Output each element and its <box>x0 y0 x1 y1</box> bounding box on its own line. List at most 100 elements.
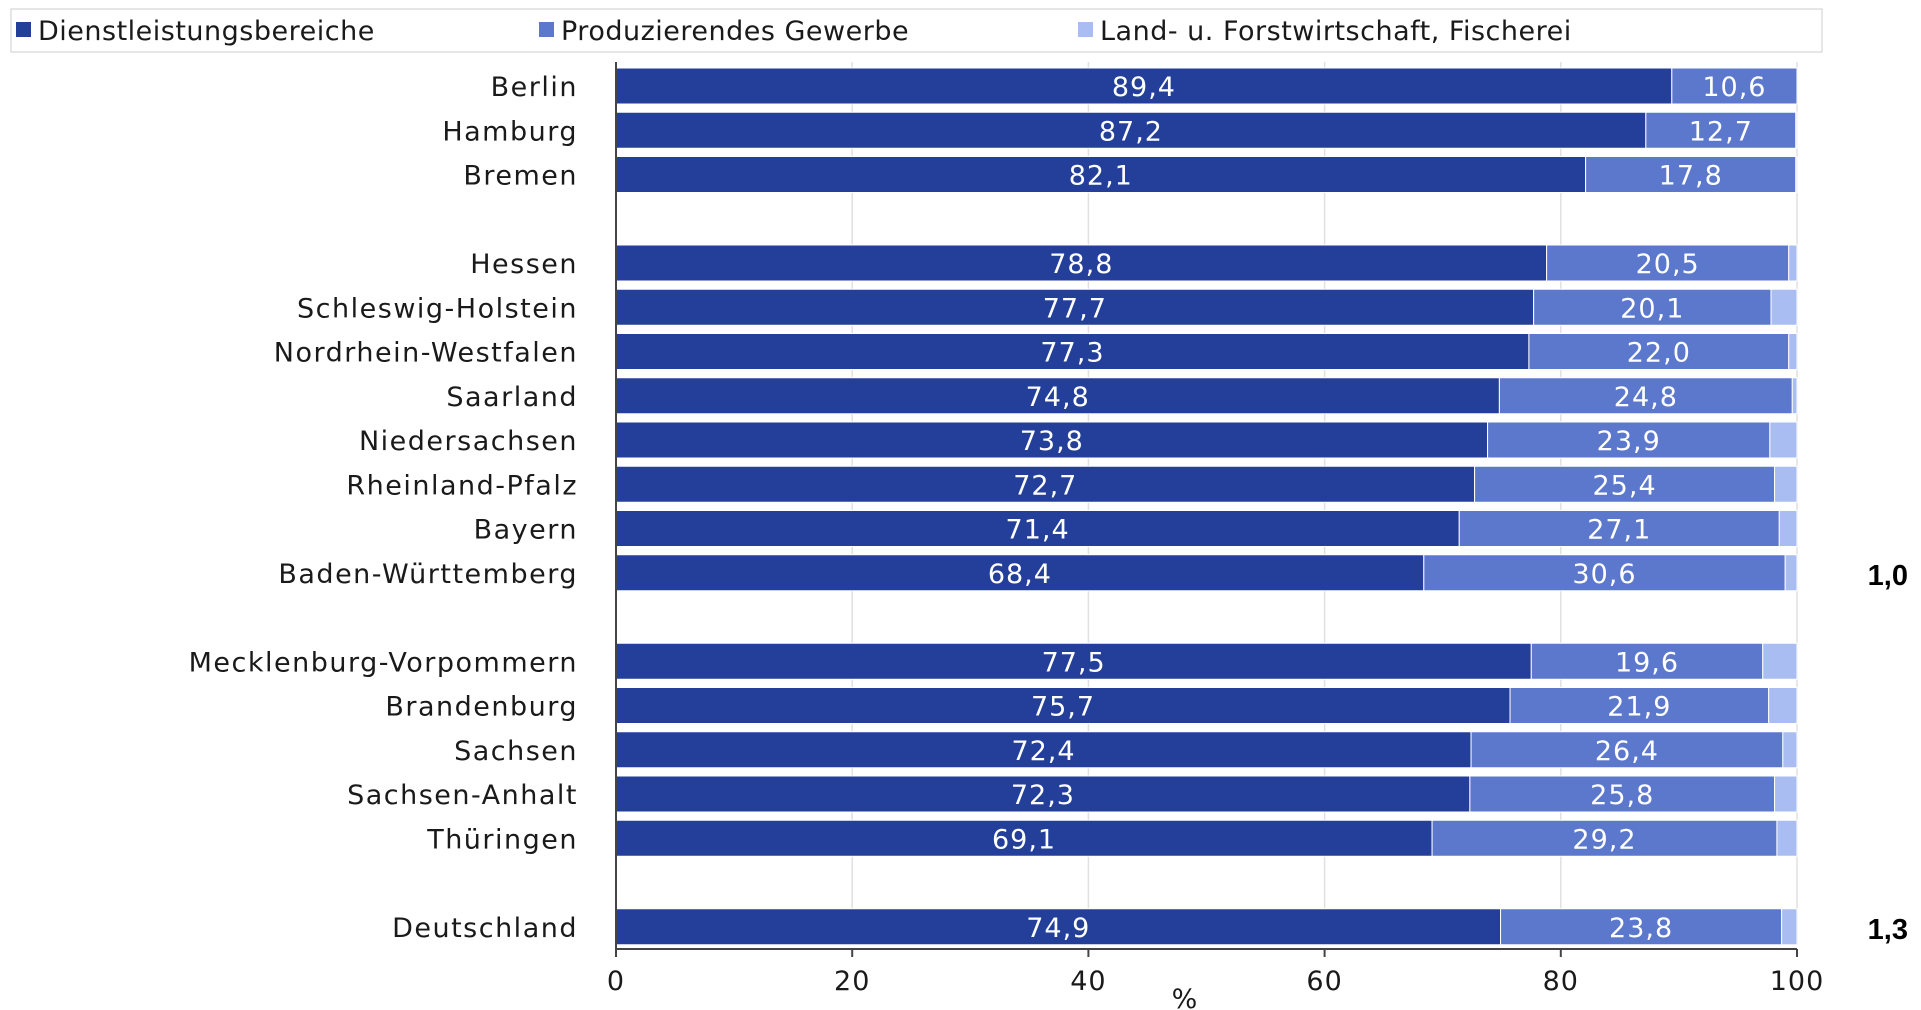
x-tick-label-40: 40 <box>1070 966 1106 997</box>
bars: 89,4 10,6 87,2 12,7 82,1 17,8 78,8 20,5 77,7 20,1… <box>615 67 1798 946</box>
bar-brandenburg-land-u-forstwirtschaft-fischerei <box>1768 687 1798 724</box>
data-label-saarland-dienstleistungsbereiche: 74,8 <box>1026 382 1090 413</box>
data-label-hamburg-produzierendes-gewerbe: 12,7 <box>1689 116 1753 147</box>
x-axis: 0 20 40 60 80 100% <box>607 62 1825 1010</box>
bar-bayern-land-u-forstwirtschaft-fischerei <box>1778 510 1798 547</box>
annotation-deutschland: 1,3 <box>1868 914 1908 946</box>
category-label-sachsen-anhalt: Sachsen-Anhalt <box>347 780 578 811</box>
data-label-sachsen-anhalt-dienstleistungsbereiche: 72,3 <box>1011 780 1075 811</box>
data-label-berlin-produzierendes-gewerbe: 10,6 <box>1702 72 1766 103</box>
x-tick-label-60: 60 <box>1306 966 1342 997</box>
data-label-mecklenburg-vorpommern-produzierendes-gewerbe: 19,6 <box>1615 647 1679 678</box>
category-label-sachsen: Sachsen <box>454 736 578 767</box>
data-label-rheinland-pfalz-produzierendes-gewerbe: 25,4 <box>1593 470 1657 501</box>
data-label-brandenburg-produzierendes-gewerbe: 21,9 <box>1607 692 1671 723</box>
bar-niedersachsen-dienstleistungsbereiche <box>615 421 1489 459</box>
bar-mecklenburg-vorpommern-dienstleistungsbereiche <box>615 642 1532 680</box>
bar-niedersachsen-land-u-forstwirtschaft-fischerei <box>1769 421 1798 459</box>
bar-rheinland-pfalz-land-u-forstwirtschaft-fischerei <box>1774 465 1798 503</box>
category-label-brandenburg: Brandenburg <box>385 692 578 723</box>
bar-deutschland-land-u-forstwirtschaft-fischerei <box>1781 908 1798 946</box>
bar-niedersachsen-produzierendes-gewerbe <box>1487 421 1771 459</box>
bar-bayern-produzierendes-gewerbe <box>1458 510 1780 547</box>
category-label-rheinland-pfalz: Rheinland-Pfalz <box>346 470 578 501</box>
x-tick-label-20: 20 <box>834 966 870 997</box>
legend-label-dienstleistungsbereiche: Dienstleistungsbereiche <box>38 16 375 47</box>
bar-deutschland-dienstleistungsbereiche <box>615 908 1502 946</box>
data-label-deutschland-dienstleistungsbereiche: 74,9 <box>1026 913 1090 944</box>
bar-schleswig-holstein-land-u-forstwirtschaft-fischerei <box>1770 288 1798 326</box>
category-label-berlin: Berlin <box>491 72 578 103</box>
category-label-nordrhein-westfalen: Nordrhein-Westfalen <box>274 338 578 369</box>
side-annotations: 1,0 1,3 <box>1868 560 1908 946</box>
bar-brandenburg-produzierendes-gewerbe <box>1509 687 1770 724</box>
bar-berlin-produzierendes-gewerbe <box>1671 67 1798 105</box>
bar-deutschland-produzierendes-gewerbe <box>1500 908 1783 946</box>
bar-baden-wurttemberg-produzierendes-gewerbe <box>1423 554 1786 592</box>
data-label-saarland-produzierendes-gewerbe: 24,8 <box>1614 382 1678 413</box>
x-tick-label-0: 0 <box>607 966 625 997</box>
data-label-bremen-produzierendes-gewerbe: 17,8 <box>1659 161 1723 192</box>
data-label-sachsen-dienstleistungsbereiche: 72,4 <box>1011 736 1075 767</box>
bar-sachsen-land-u-forstwirtschaft-fischerei <box>1782 731 1798 769</box>
data-label-hessen-produzierendes-gewerbe: 20,5 <box>1636 249 1700 280</box>
data-label-bremen-dienstleistungsbereiche: 82,1 <box>1069 161 1133 192</box>
bar-nordrhein-westfalen-produzierendes-gewerbe <box>1528 333 1790 370</box>
category-label-baden-wurttemberg: Baden-Württemberg <box>278 559 578 590</box>
category-label-deutschland: Deutschland <box>392 913 578 944</box>
data-label-bayern-produzierendes-gewerbe: 27,1 <box>1587 515 1651 546</box>
bar-baden-wurttemberg-dienstleistungsbereiche <box>615 554 1425 592</box>
bar-sachsen-produzierendes-gewerbe <box>1470 731 1784 769</box>
bar-sachsen-anhalt-land-u-forstwirtschaft-fischerei <box>1774 775 1798 813</box>
category-label-saarland: Saarland <box>446 382 578 413</box>
data-label-baden-wurttemberg-produzierendes-gewerbe: 30,6 <box>1572 559 1636 590</box>
category-label-bayern: Bayern <box>474 515 578 546</box>
category-label-hessen: Hessen <box>470 249 578 280</box>
data-label-niedersachsen-produzierendes-gewerbe: 23,9 <box>1597 426 1661 457</box>
category-label-thuringen: Thüringen <box>426 824 578 855</box>
data-label-berlin-dienstleistungsbereiche: 89,4 <box>1112 72 1176 103</box>
data-label-bayern-dienstleistungsbereiche: 71,4 <box>1006 515 1070 546</box>
legend-swatch-produzierendes-gewerbe <box>539 22 554 37</box>
bar-thuringen-land-u-forstwirtschaft-fischerei <box>1776 819 1798 857</box>
gridlines <box>851 62 1798 945</box>
data-label-deutschland-produzierendes-gewerbe: 23,8 <box>1609 913 1673 944</box>
data-label-brandenburg-dienstleistungsbereiche: 75,7 <box>1031 692 1095 723</box>
data-label-nordrhein-westfalen-dienstleistungsbereiche: 77,3 <box>1040 338 1104 369</box>
bar-bayern-dienstleistungsbereiche <box>615 510 1460 547</box>
category-label-mecklenburg-vorpommern: Mecklenburg-Vorpommern <box>189 647 578 678</box>
data-label-nordrhein-westfalen-produzierendes-gewerbe: 22,0 <box>1627 338 1691 369</box>
category-label-bremen: Bremen <box>463 161 578 192</box>
data-label-mecklenburg-vorpommern-dienstleistungsbereiche: 77,5 <box>1042 647 1106 678</box>
data-label-sachsen-produzierendes-gewerbe: 26,4 <box>1595 736 1659 767</box>
data-label-thuringen-produzierendes-gewerbe: 29,2 <box>1572 824 1636 855</box>
data-label-baden-wurttemberg-dienstleistungsbereiche: 68,4 <box>988 559 1052 590</box>
bar-thuringen-dienstleistungsbereiche <box>615 819 1433 857</box>
x-axis-title: % <box>1172 984 1198 1010</box>
bar-hamburg-dienstleistungsbereiche <box>615 111 1647 149</box>
bar-hessen-produzierendes-gewerbe <box>1546 244 1790 282</box>
annotation-baden-wurttemberg: 1,0 <box>1868 560 1908 592</box>
legend: Dienstleistungsbereiche Produzierendes Ge… <box>10 8 1823 53</box>
bar-baden-wurttemberg-land-u-forstwirtschaft-fischerei <box>1784 554 1798 592</box>
legend-swatch-land-u-forstwirtschaft-fischerei <box>1078 22 1093 37</box>
bar-rheinland-pfalz-produzierendes-gewerbe <box>1474 465 1776 503</box>
bar-nordrhein-westfalen-land-u-forstwirtschaft-fischerei <box>1788 333 1798 370</box>
bar-bremen-dienstleistungsbereiche <box>615 156 1587 193</box>
legend-label-land-u-forstwirtschaft-fischerei: Land- u. Forstwirtschaft, Fischerei <box>1100 16 1572 47</box>
category-label-hamburg: Hamburg <box>442 116 578 147</box>
data-label-schleswig-holstein-produzierendes-gewerbe: 20,1 <box>1620 293 1684 324</box>
bar-bremen-land-u-forstwirtschaft-fischerei <box>1795 156 1798 193</box>
x-tick-label-100: 100 <box>1770 966 1825 997</box>
data-label-schleswig-holstein-dienstleistungsbereiche: 77,7 <box>1043 293 1107 324</box>
data-label-thuringen-dienstleistungsbereiche: 69,1 <box>992 824 1056 855</box>
data-label-hamburg-dienstleistungsbereiche: 87,2 <box>1099 116 1163 147</box>
data-label-sachsen-anhalt-produzierendes-gewerbe: 25,8 <box>1590 780 1654 811</box>
data-label-niedersachsen-dienstleistungsbereiche: 73,8 <box>1020 426 1084 457</box>
bar-sachsen-dienstleistungsbereiche <box>615 731 1472 769</box>
bar-mecklenburg-vorpommern-produzierendes-gewerbe <box>1530 642 1764 680</box>
bar-hamburg-land-u-forstwirtschaft-fischerei <box>1795 111 1798 149</box>
bar-saarland-produzierendes-gewerbe <box>1498 377 1793 415</box>
legend-swatch-dienstleistungsbereiche <box>16 22 31 37</box>
